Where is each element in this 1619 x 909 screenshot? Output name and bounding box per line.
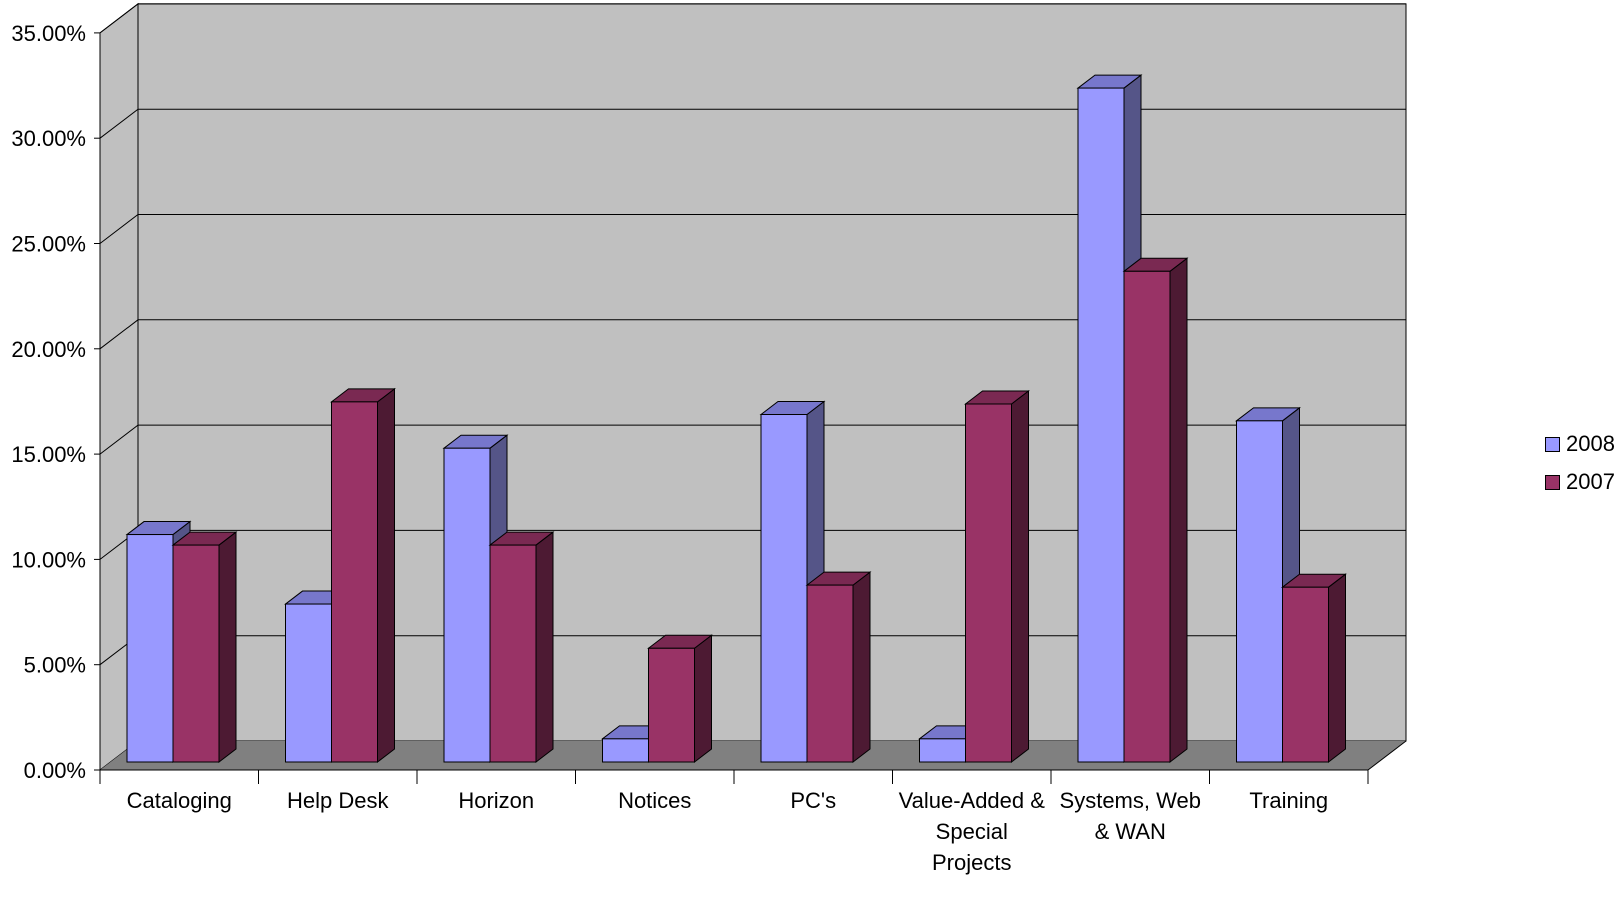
gridline (99, 108, 1406, 139)
bar-front (172, 544, 220, 763)
x-category-label-line: & WAN (1095, 819, 1166, 844)
bar-front (1282, 586, 1329, 763)
bar (171, 531, 238, 764)
legend-swatch-2007 (1545, 474, 1560, 490)
x-category-label: Notices (618, 788, 691, 813)
bar (1281, 573, 1347, 764)
legend-swatch-2008 (1545, 436, 1560, 452)
bar-front (965, 403, 1012, 763)
legend: 2008 2007 (1545, 425, 1615, 501)
bar (647, 634, 713, 764)
bar-side (1328, 573, 1346, 764)
bar-side (218, 531, 237, 764)
y-tick-label: 20.00% (11, 337, 86, 362)
bar-front (1236, 420, 1283, 763)
bar-front (760, 414, 808, 763)
bars (125, 74, 1347, 764)
x-category-label-line: PC's (790, 788, 836, 813)
bar-front (1123, 270, 1171, 763)
bar-front (919, 738, 966, 763)
bar-front (285, 603, 332, 763)
y-tick-label: 15.00% (11, 442, 86, 467)
bar-side (377, 387, 395, 764)
x-category-label-line: Projects (932, 850, 1011, 875)
x-category-label: Horizon (458, 788, 534, 813)
bar-side (535, 531, 554, 764)
bar-front (126, 534, 174, 763)
x-category-label-line: Training (1249, 788, 1328, 813)
bar-front (806, 584, 854, 763)
y-tick-label: 10.00% (11, 547, 86, 572)
floor-edge (1367, 740, 1407, 771)
bar-side (1169, 257, 1188, 764)
legend-item-2008: 2008 (1545, 425, 1615, 463)
x-category-label-line: Help Desk (287, 788, 389, 813)
gridline (99, 214, 1406, 244)
bar (964, 389, 1030, 764)
x-category-label: Value-Added & Special Projects (899, 788, 1046, 875)
bar-side (852, 571, 871, 764)
gridline (99, 319, 1406, 350)
bar-front (331, 401, 378, 763)
y-tick-label: 0.00% (24, 758, 86, 783)
x-category-label: Help Desk (287, 788, 389, 813)
bar (488, 531, 555, 764)
bar (330, 387, 396, 764)
bar (805, 571, 872, 764)
x-category-label-line: Notices (618, 788, 691, 813)
bar-front (602, 738, 649, 763)
y-tick-label: 30.00% (11, 126, 86, 151)
bar-side (1011, 389, 1029, 764)
bar-front (648, 647, 695, 763)
bar (1122, 257, 1189, 764)
x-category-label-line: Value-Added & (899, 788, 1046, 813)
legend-item-2007: 2007 (1545, 463, 1615, 501)
x-category-label-line: Special (936, 819, 1008, 844)
y-tick-label: 5.00% (24, 653, 86, 678)
bar-front (443, 447, 491, 763)
y-tick-label: 35.00% (11, 21, 86, 46)
bar-front (1077, 87, 1125, 763)
x-category-label: Training (1249, 788, 1328, 813)
gridline (99, 3, 1406, 34)
legend-label-2008: 2008 (1566, 431, 1615, 456)
y-tick-label: 25.00% (11, 232, 86, 257)
bar-front (489, 544, 537, 763)
bar-side (694, 634, 712, 764)
x-category-label-line: Horizon (458, 788, 534, 813)
x-category-label: Cataloging (127, 788, 232, 813)
x-category-label: PC's (790, 788, 836, 813)
x-category-label: Systems, Web & WAN (1060, 788, 1201, 844)
x-category-label-line: Systems, Web (1060, 788, 1201, 813)
x-category-label-line: Cataloging (127, 788, 232, 813)
legend-label-2007: 2007 (1566, 469, 1615, 494)
axes (94, 32, 1407, 784)
axis-labels: 0.00% 5.00% 10.00% 15.00% 20.00% 25.00% 30.00%… (11, 21, 1328, 875)
